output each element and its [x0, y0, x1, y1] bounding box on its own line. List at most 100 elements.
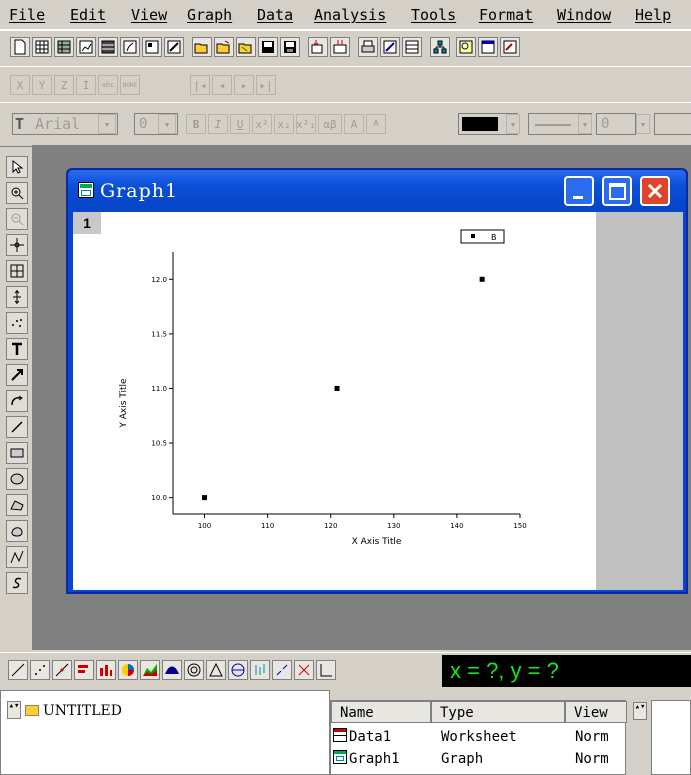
set-disregard-icon[interactable]: NONE	[120, 75, 140, 95]
layer-badge[interactable]: 1	[73, 212, 101, 234]
smith-chart-icon[interactable]	[228, 660, 248, 680]
project-explorer-list[interactable]: Name Type View Data1 Worksheet Norm Grap…	[330, 700, 627, 775]
ternary-chart-icon[interactable]	[206, 660, 226, 680]
open-icon[interactable]	[192, 37, 212, 57]
hi-lo-close-icon[interactable]	[250, 660, 270, 680]
data-reader-icon[interactable]	[6, 286, 28, 308]
line-width-dropdown[interactable]: 0	[596, 113, 636, 135]
bar-chart-icon[interactable]	[74, 660, 94, 680]
arrow-tool-icon[interactable]	[6, 364, 28, 386]
set-error-icon[interactable]: I	[76, 75, 96, 95]
previous-column-icon[interactable]: ◂	[212, 75, 232, 95]
vector-plot-icon[interactable]	[272, 660, 292, 680]
zoom-out-icon[interactable]	[6, 208, 28, 230]
new-worksheet-icon[interactable]	[32, 37, 52, 57]
first-column-icon[interactable]: |◂	[190, 75, 210, 95]
scatter-plot[interactable]: 100 110 120 130 140 150 10.0 10.5 11.0 11.5 12.0 X …	[73, 212, 596, 590]
data-selector-icon[interactable]	[6, 260, 28, 282]
area-chart-icon[interactable]	[140, 660, 160, 680]
polygon-tool-icon[interactable]	[6, 494, 28, 516]
tree-scroll-icon[interactable]: ▴▾	[7, 701, 21, 719]
region-tool-icon[interactable]	[6, 520, 28, 542]
font-name-chevron-icon[interactable]: ▾	[98, 114, 116, 134]
set-z-icon[interactable]: Z	[54, 75, 74, 95]
duplicate-icon[interactable]	[402, 37, 422, 57]
set-label-icon[interactable]: abc	[98, 75, 118, 95]
save-template-icon[interactable]	[280, 37, 300, 57]
set-x-icon[interactable]: X	[10, 75, 30, 95]
draw-data-icon[interactable]	[6, 312, 28, 334]
font-size-dropdown[interactable]: 0	[134, 113, 178, 135]
list-item-name[interactable]: Graph1	[349, 751, 400, 767]
menu-view[interactable]: View	[131, 6, 168, 24]
menu-analysis[interactable]: Analysis	[314, 6, 387, 24]
greek-icon[interactable]: αβ	[318, 114, 342, 134]
project-explorer-tree[interactable]: ▴▾ UNTITLED	[0, 690, 330, 775]
new-excel-icon[interactable]	[54, 37, 74, 57]
import-multiple-ascii-icon[interactable]	[330, 37, 350, 57]
freehand-tool-icon[interactable]	[6, 572, 28, 594]
code-builder-icon[interactable]	[500, 37, 520, 57]
fill-dropdown[interactable]	[654, 113, 691, 135]
list-item-name[interactable]: Data1	[349, 729, 392, 745]
line-style-chevron-icon[interactable]: ▾	[578, 114, 592, 134]
new-project-icon[interactable]	[10, 37, 30, 57]
font-name-dropdown[interactable]: T Arial	[12, 113, 118, 135]
font-size-chevron-icon[interactable]: ▾	[158, 114, 176, 134]
menu-data[interactable]: Data	[257, 6, 294, 24]
graph-window[interactable]: Graph1 1 100 110 120 130 140 150 10.0 10.5 11.0 1…	[66, 168, 688, 594]
pointer-icon[interactable]	[6, 156, 28, 178]
print-icon[interactable]	[358, 37, 378, 57]
text-tool-icon[interactable]	[6, 338, 28, 360]
save-icon[interactable]	[258, 37, 278, 57]
menu-format[interactable]: Format	[479, 6, 534, 24]
column-header-name[interactable]: Name	[331, 701, 431, 723]
superscript-icon[interactable]: x²	[252, 114, 272, 134]
super-subscript-icon[interactable]: x²₁	[296, 114, 316, 134]
screen-reader-icon[interactable]	[6, 234, 28, 256]
menu-edit[interactable]: Edit	[70, 6, 107, 24]
column-chart-icon[interactable]	[96, 660, 116, 680]
color-chevron-icon[interactable]: ▾	[506, 114, 520, 134]
polyline-tool-icon[interactable]	[6, 546, 28, 568]
column-header-type[interactable]: Type	[431, 701, 565, 723]
polar-chart-icon[interactable]	[184, 660, 204, 680]
menu-file[interactable]: File	[9, 6, 46, 24]
decrease-font-icon[interactable]: A	[366, 114, 386, 134]
menu-window[interactable]: Window	[557, 6, 612, 24]
open-excel-icon[interactable]	[236, 37, 256, 57]
template-icon[interactable]	[316, 660, 336, 680]
new-notes-icon[interactable]	[164, 37, 184, 57]
new-matrix-icon[interactable]	[98, 37, 118, 57]
script-window-icon[interactable]	[478, 37, 498, 57]
maximize-button[interactable]	[602, 176, 632, 206]
open-template-icon[interactable]	[214, 37, 234, 57]
graph-page[interactable]: 1 100 110 120 130 140 150 10.0 10.5 11.0 11.5 12.0…	[73, 212, 683, 590]
next-column-icon[interactable]: ▸	[234, 75, 254, 95]
line-symbol-icon[interactable]	[52, 660, 72, 680]
set-y-icon[interactable]: Y	[32, 75, 52, 95]
line-width-chevron-icon[interactable]: ▾	[636, 114, 650, 134]
import-ascii-icon[interactable]	[308, 37, 328, 57]
new-graph-icon[interactable]	[76, 37, 96, 57]
column-header-view[interactable]: View	[565, 701, 627, 723]
new-function-icon[interactable]	[120, 37, 140, 57]
menu-graph[interactable]: Graph	[187, 6, 233, 24]
pie-chart-icon[interactable]	[118, 660, 138, 680]
increase-font-icon[interactable]: A	[344, 114, 364, 134]
close-button[interactable]	[640, 176, 670, 206]
menu-help[interactable]: Help	[635, 6, 672, 24]
italic-icon[interactable]: I	[208, 114, 228, 134]
scatter-plot-icon[interactable]	[30, 660, 50, 680]
curved-arrow-icon[interactable]	[6, 390, 28, 412]
line-tool-icon[interactable]	[6, 416, 28, 438]
minimize-button[interactable]	[564, 176, 594, 206]
vector-xyam-icon[interactable]	[294, 660, 314, 680]
project-root[interactable]: UNTITLED	[43, 703, 122, 719]
rectangle-tool-icon[interactable]	[6, 442, 28, 464]
new-layout-icon[interactable]	[142, 37, 162, 57]
underline-icon[interactable]: U	[230, 114, 250, 134]
project-explorer-icon[interactable]	[430, 37, 450, 57]
fill-area-icon[interactable]	[162, 660, 182, 680]
line-plot-icon[interactable]	[8, 660, 28, 680]
